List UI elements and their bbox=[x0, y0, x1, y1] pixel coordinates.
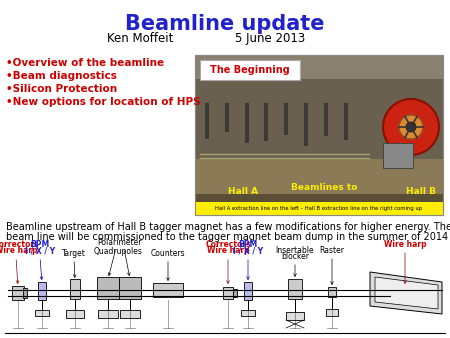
Bar bbox=[286, 312, 304, 320]
Bar bbox=[195, 79, 443, 167]
Text: Beamline upstream of Hall B tagger magnet has a few modifications for higher ene: Beamline upstream of Hall B tagger magne… bbox=[6, 222, 450, 232]
Polygon shape bbox=[375, 277, 438, 309]
Text: The Beginning: The Beginning bbox=[210, 65, 290, 75]
Text: Correctors: Correctors bbox=[0, 240, 39, 249]
Text: Hall A: Hall A bbox=[228, 187, 258, 196]
Text: beam line will be commissioned to the tagger magnet beam dump in the summer of 2: beam line will be commissioned to the ta… bbox=[6, 232, 448, 242]
Text: I / X / Y: I / X / Y bbox=[25, 246, 55, 255]
Text: Polarimeter: Polarimeter bbox=[98, 238, 142, 247]
Bar bbox=[326, 309, 338, 315]
Bar bbox=[402, 288, 408, 298]
Bar bbox=[244, 282, 252, 300]
Bar bbox=[195, 202, 443, 215]
Bar bbox=[98, 310, 118, 318]
Text: BPM: BPM bbox=[238, 240, 257, 249]
Text: BPM: BPM bbox=[31, 240, 50, 249]
Text: Target: Target bbox=[62, 249, 86, 258]
Bar bbox=[200, 60, 300, 80]
Text: Quadrupoles: Quadrupoles bbox=[94, 247, 143, 256]
Bar bbox=[12, 286, 24, 300]
Text: Beamline update: Beamline update bbox=[125, 14, 325, 34]
Bar bbox=[23, 288, 27, 298]
Text: blocker: blocker bbox=[281, 252, 309, 261]
Bar bbox=[35, 310, 49, 316]
Text: Counters: Counters bbox=[151, 249, 185, 258]
Bar bbox=[195, 159, 443, 194]
Text: •New options for location of HPS: •New options for location of HPS bbox=[6, 97, 201, 107]
Bar bbox=[38, 282, 46, 300]
Text: Correctors: Correctors bbox=[205, 240, 251, 249]
Bar bbox=[225, 103, 229, 131]
Bar bbox=[119, 277, 141, 299]
Text: Raster: Raster bbox=[320, 246, 345, 255]
Text: •Beam diagnostics: •Beam diagnostics bbox=[6, 71, 117, 81]
Bar bbox=[153, 283, 183, 297]
Bar bbox=[70, 279, 80, 299]
Text: Insertable: Insertable bbox=[276, 246, 314, 255]
Text: 5 June 2013: 5 June 2013 bbox=[235, 32, 305, 45]
Bar bbox=[233, 289, 237, 297]
Text: Wire harp: Wire harp bbox=[384, 240, 426, 249]
Bar bbox=[245, 103, 249, 148]
Bar bbox=[265, 103, 269, 148]
Text: Ken Moffeit: Ken Moffeit bbox=[107, 32, 173, 45]
Bar bbox=[195, 55, 443, 215]
Text: •Overview of the beamline: •Overview of the beamline bbox=[6, 58, 164, 68]
Bar bbox=[195, 55, 443, 215]
Bar bbox=[304, 103, 308, 146]
Bar bbox=[205, 103, 209, 138]
Text: •Silicon Protection: •Silicon Protection bbox=[6, 84, 117, 94]
Text: Wire harp: Wire harp bbox=[207, 246, 249, 255]
Bar bbox=[223, 287, 233, 299]
Bar bbox=[120, 310, 140, 318]
Bar bbox=[284, 103, 288, 139]
Bar bbox=[344, 103, 348, 137]
Bar bbox=[97, 277, 119, 299]
Bar bbox=[328, 287, 336, 297]
Bar bbox=[288, 279, 302, 299]
Bar bbox=[195, 55, 443, 95]
Bar bbox=[383, 143, 413, 168]
Text: Hall B: Hall B bbox=[406, 187, 436, 196]
Bar bbox=[324, 103, 328, 136]
Text: Hall A extraction line on the left – Hall B extraction line on the right coming : Hall A extraction line on the left – Hal… bbox=[216, 206, 423, 211]
Bar bbox=[66, 310, 84, 318]
Circle shape bbox=[383, 99, 439, 155]
Polygon shape bbox=[370, 272, 442, 314]
Text: Beamlines to: Beamlines to bbox=[291, 183, 357, 192]
Text: I / X / Y: I / X / Y bbox=[233, 246, 263, 255]
Circle shape bbox=[399, 115, 423, 139]
Text: Wire harp: Wire harp bbox=[0, 246, 37, 255]
Bar bbox=[241, 310, 255, 316]
Circle shape bbox=[406, 122, 416, 132]
